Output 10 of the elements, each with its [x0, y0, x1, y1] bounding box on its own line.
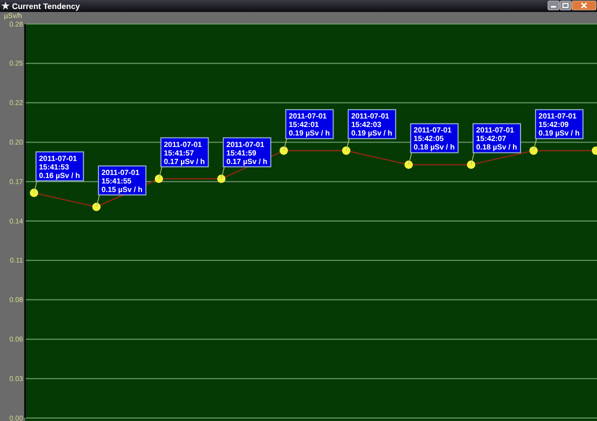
point — [342, 146, 350, 155]
point — [92, 202, 101, 212]
point — [154, 174, 164, 183]
chart-title: Current Tendency — [12, 2, 80, 11]
point — [217, 174, 226, 183]
point — [404, 160, 413, 169]
point — [280, 146, 288, 155]
point — [30, 188, 38, 198]
point — [529, 146, 538, 155]
point — [466, 160, 476, 169]
